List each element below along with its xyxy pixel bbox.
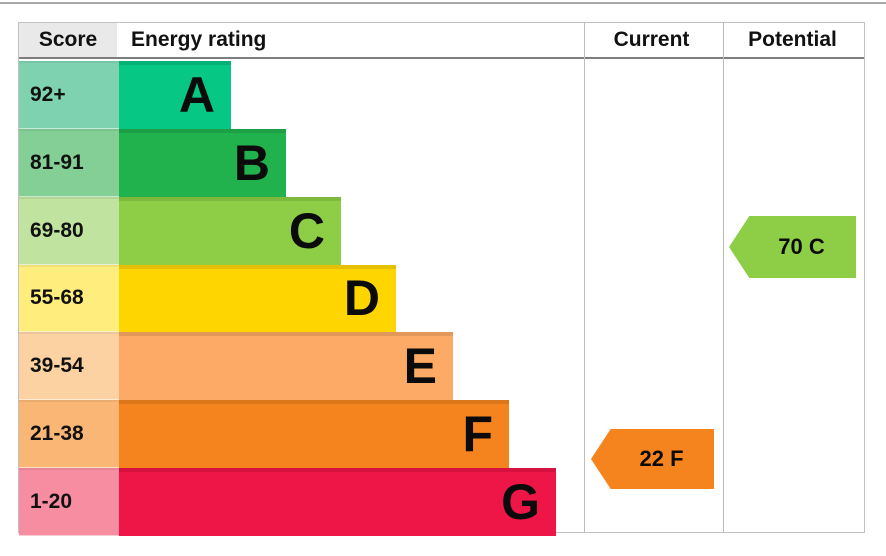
epc-band-row-a: 92+ A	[19, 61, 864, 129]
current-rating-label: 22 F	[639, 446, 684, 471]
rating-letter: G	[501, 473, 540, 530]
rating-letter: C	[288, 202, 325, 259]
rating-bar-d: D	[119, 264, 396, 333]
rating-bar-e: E	[119, 332, 453, 401]
score-range: 21-38	[19, 400, 119, 469]
score-range: 81-91	[19, 128, 119, 197]
rating-bar-b: B	[119, 128, 286, 197]
current-column-divider	[584, 23, 585, 532]
current-column-header: Current	[613, 28, 690, 51]
current-rating-arrow: 22 F	[591, 429, 714, 489]
rating-bar-g: G	[119, 468, 556, 536]
rating-letter: B	[233, 134, 270, 191]
score-range: 55-68	[19, 264, 119, 333]
score-range: 1-20	[19, 468, 119, 536]
epc-band-row-b: 81-91 B	[19, 128, 864, 197]
rating-letter: F	[462, 406, 493, 463]
epc-rows: 92+ A 81-91 B 69-80 C 55-68 D 39-54 E 21-38 F 1-20 G	[19, 61, 864, 536]
rating-letter: A	[178, 66, 215, 123]
potential-column-header: Potential	[748, 28, 837, 51]
page-top-border	[0, 2, 886, 4]
potential-column-divider	[723, 23, 724, 532]
energy-rating-column-header: Energy rating	[131, 28, 267, 51]
rating-letter: D	[343, 270, 380, 327]
epc-rating-chart: Score Energy rating Current Potential 92…	[18, 22, 865, 536]
epc-header-row: Score Energy rating Current Potential	[19, 23, 864, 59]
potential-rating-arrow: 70 C	[729, 216, 856, 278]
potential-rating-label: 70 C	[778, 234, 825, 259]
score-range: 92+	[19, 61, 119, 129]
rating-letter: E	[403, 338, 437, 395]
rating-bar-f: F	[119, 400, 509, 469]
epc-band-row-f: 21-38 F	[19, 400, 864, 469]
score-column-header: Score	[19, 23, 119, 57]
epc-band-row-g: 1-20 G	[19, 468, 864, 536]
rating-bar-a: A	[119, 61, 231, 129]
epc-band-row-c: 69-80 C	[19, 196, 864, 265]
score-range: 39-54	[19, 332, 119, 401]
score-range: 69-80	[19, 196, 119, 265]
rating-bar-c: C	[119, 196, 341, 265]
epc-band-row-e: 39-54 E	[19, 332, 864, 401]
epc-band-row-d: 55-68 D	[19, 264, 864, 333]
